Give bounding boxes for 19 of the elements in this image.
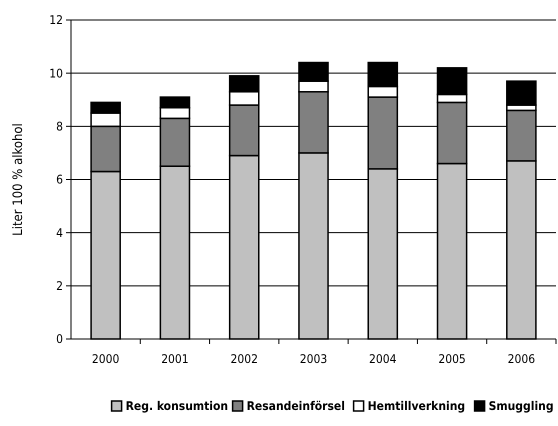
x-tick-label: 2005 — [438, 352, 466, 366]
y-tick-label: 12 — [49, 13, 63, 28]
y-tick-label: 10 — [49, 66, 64, 80]
legend-label: Reg. konsumtion — [126, 399, 228, 413]
legend-label: Resandeinförsel — [246, 399, 345, 413]
x-tick-label: 2001 — [161, 352, 189, 366]
y-tick-label: 0 — [56, 332, 64, 346]
x-tick-label: 2002 — [230, 352, 258, 366]
legend-label: Hemtillverkning — [368, 399, 466, 413]
x-tick-label: 2004 — [369, 352, 397, 366]
x-tick-label: 2000 — [92, 352, 120, 366]
y-tick-label: 6 — [56, 172, 64, 187]
legend-label: Smuggling — [488, 399, 554, 413]
y-axis-title: Liter 100 % alkohol — [11, 123, 26, 236]
y-tick-label: 8 — [56, 120, 64, 134]
x-tick-label: 2003 — [300, 352, 328, 366]
y-tick-label: 4 — [56, 226, 64, 240]
x-tick-label: 2006 — [508, 352, 536, 366]
y-tick-label: 2 — [56, 279, 63, 294]
